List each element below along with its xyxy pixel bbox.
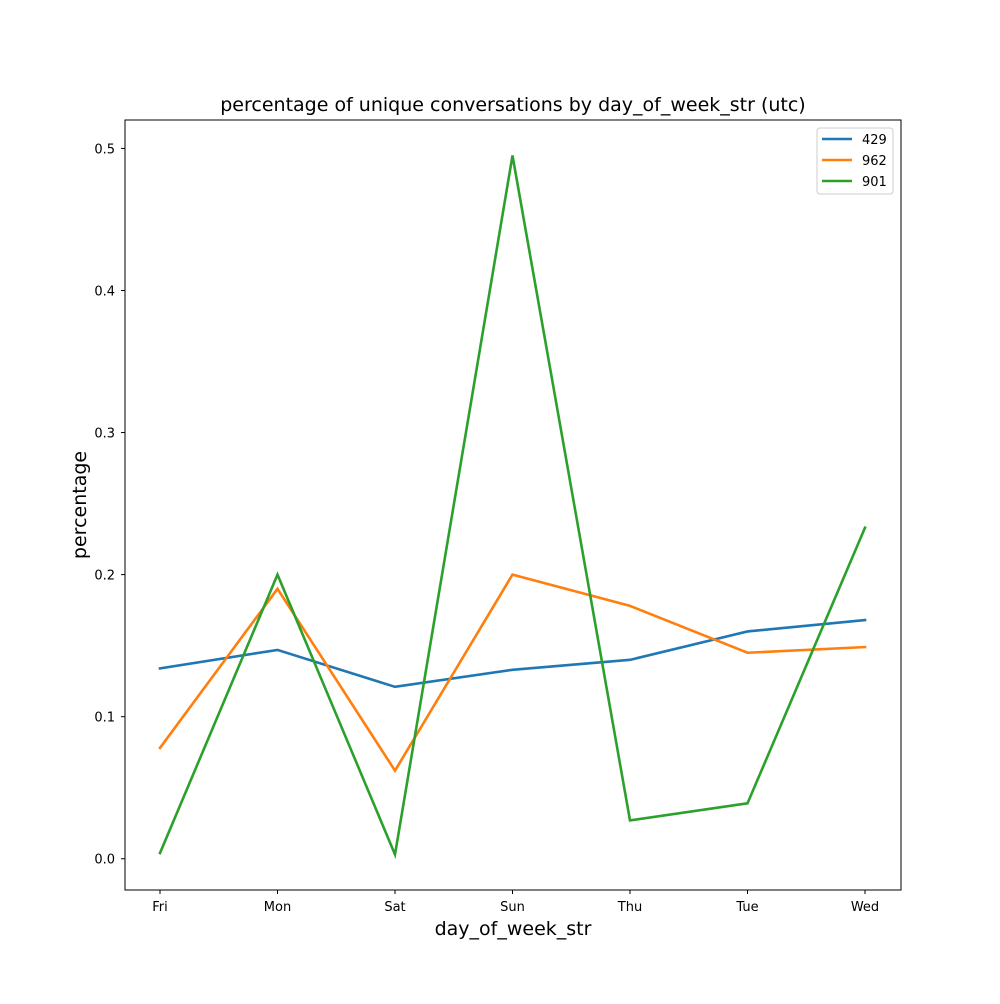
y-tick-label: 0.4: [94, 284, 115, 299]
y-tick-label: 0.5: [94, 142, 115, 157]
legend: 429 962 901: [816, 127, 894, 195]
series-line-429: [158, 618, 867, 689]
x-tick-label-sun: Sun: [500, 900, 525, 915]
chart-title: percentage of unique conversations by da…: [220, 94, 805, 116]
x-tick-label-thu: Thu: [617, 900, 642, 915]
legend-label-429: 429: [862, 133, 887, 148]
y-axis-label: percentage: [69, 451, 91, 559]
y-tick-label: 0.3: [94, 427, 115, 442]
x-tick-label-sat: Sat: [384, 900, 405, 915]
y-tick-label: 0.0: [94, 853, 115, 868]
x-tick-label-mon: Mon: [264, 900, 291, 915]
x-tick-label-tue: Tue: [735, 900, 758, 915]
legend-box: [816, 127, 894, 195]
x-tick-label-wed: Wed: [851, 900, 879, 915]
x-tick-label-fri: Fri: [152, 900, 168, 915]
y-tick-label: 0.1: [94, 711, 115, 726]
series-line-962: [158, 573, 867, 774]
legend-label-962: 962: [862, 154, 887, 169]
legend-label-901: 901: [862, 175, 887, 190]
y-tick-label: 0.2: [94, 569, 115, 584]
plot-area-frame: [124, 119, 902, 891]
ticks-layer: Fri Mon Sat Sun Thu Tue Wed 0.0 0.1 0.2 0.3 0.4 0.5: [94, 142, 879, 915]
series-layer: [158, 155, 867, 860]
x-axis-label: day_of_week_str: [435, 918, 592, 940]
series-line-901: [158, 155, 867, 860]
